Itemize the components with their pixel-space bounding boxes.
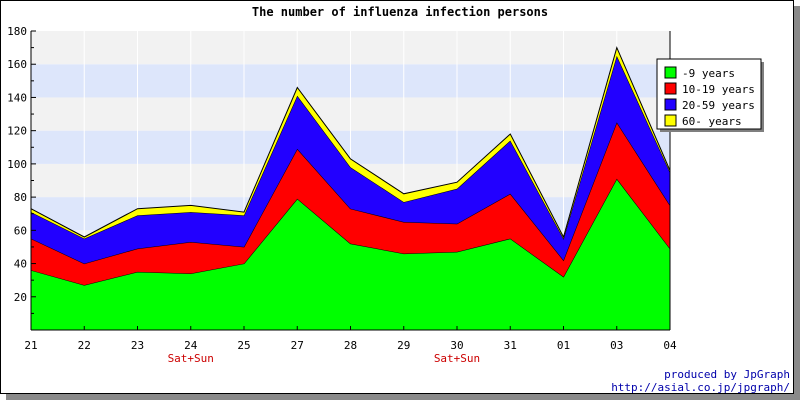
x-tick-label: 03 (610, 339, 623, 352)
y-tick-label: 60 (14, 224, 27, 237)
legend-swatch (664, 66, 677, 79)
x-tick-label: 23 (131, 339, 144, 352)
legend-label: 20-59 years (682, 99, 755, 112)
chart-title: The number of influenza infection person… (252, 5, 548, 19)
legend-swatch (664, 82, 677, 95)
legend-swatch (664, 98, 677, 111)
x-tick-label: 24 (184, 339, 198, 352)
x-tick-label: 31 (504, 339, 517, 352)
legend: -9 years 10-19 years 20-59 years 60- years (656, 58, 764, 132)
y-tick-label: 80 (14, 191, 27, 204)
y-axis-ticks: 20 40 60 80 100 120 140 160 180 (7, 25, 36, 314)
legend-label: -9 years (682, 67, 735, 80)
area-series-4-outline (30, 46, 671, 239)
x-tick-label: 29 (397, 339, 410, 352)
y-tick-label: 120 (7, 125, 27, 138)
x-tick-label: 22 (78, 339, 91, 352)
x-tick-label: 30 (450, 339, 463, 352)
x-tick-label: 04 (663, 339, 677, 352)
x-tick-note: Sat+Sun (434, 352, 480, 365)
credit-line-1: produced by JpGraph (664, 368, 790, 381)
legend-swatch (664, 114, 677, 127)
y-tick-label: 40 (14, 258, 27, 271)
x-tick-label: 01 (557, 339, 570, 352)
credit-line-2: http://asial.co.jp/jpgraph/ (611, 381, 790, 394)
y-tick-label: 180 (7, 25, 27, 38)
area-series-3 (31, 55, 670, 264)
y-tick-label: 20 (14, 291, 27, 304)
area-series-1 (31, 178, 670, 330)
x-tick-label: 28 (344, 339, 357, 352)
x-tick-note: Sat+Sun (168, 352, 214, 365)
area-series-2 (31, 122, 670, 286)
legend-label: 60- years (682, 115, 742, 128)
x-tick-label: 21 (24, 339, 37, 352)
x-tick-label: 25 (237, 339, 250, 352)
y-tick-label: 160 (7, 58, 27, 71)
y-tick-label: 100 (7, 158, 27, 171)
x-tick-label: 27 (291, 339, 304, 352)
series-areas (30, 46, 671, 330)
y-tick-label: 140 (7, 91, 27, 104)
legend-label: 10-19 years (682, 83, 755, 96)
